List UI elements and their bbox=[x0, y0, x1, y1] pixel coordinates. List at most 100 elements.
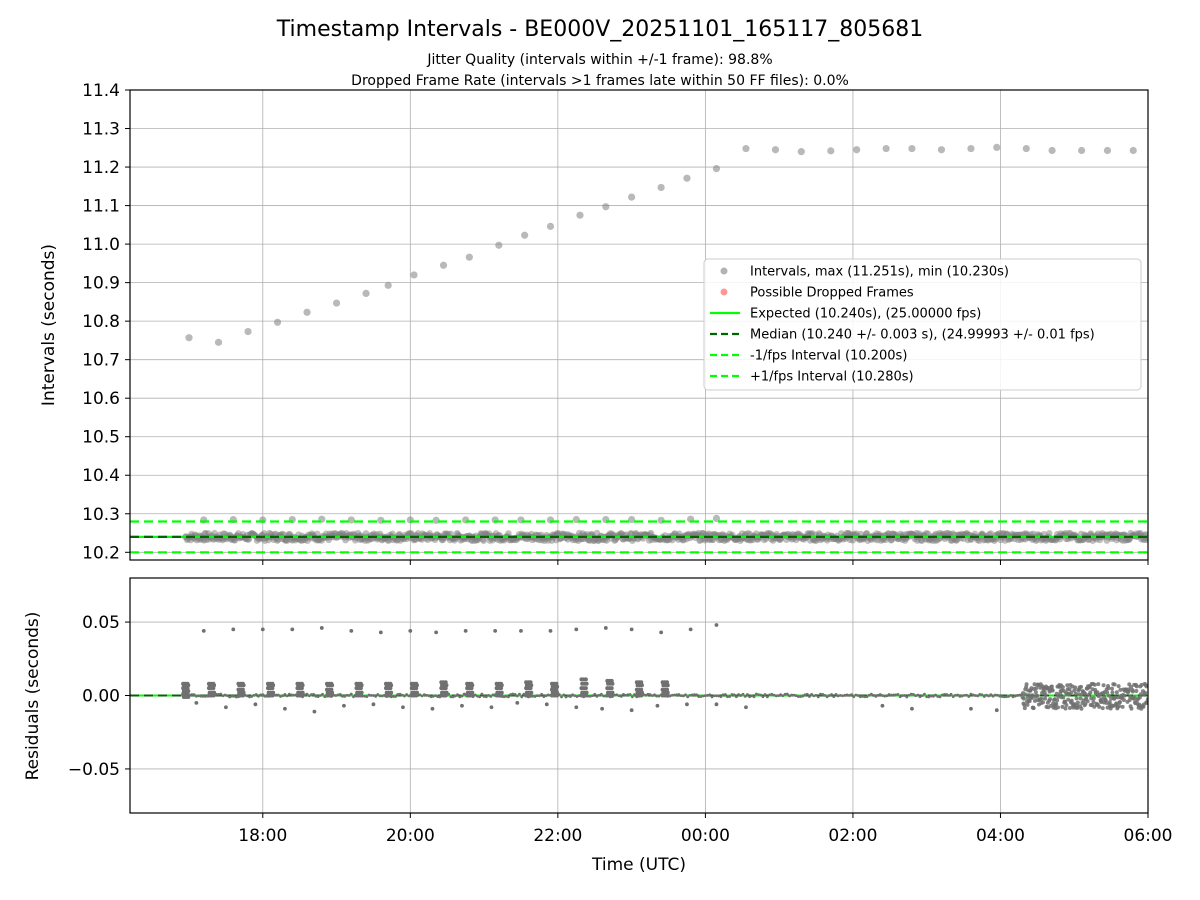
residual-point bbox=[201, 628, 206, 633]
residual-point bbox=[900, 694, 904, 697]
residual-point bbox=[940, 693, 944, 697]
residual-point bbox=[965, 693, 968, 697]
interval-point bbox=[882, 144, 890, 153]
residual-point bbox=[626, 693, 630, 697]
residual-point bbox=[690, 693, 694, 697]
residual-point bbox=[867, 693, 871, 697]
residual-point bbox=[956, 693, 960, 697]
residual-point bbox=[535, 694, 539, 698]
residual-point bbox=[307, 694, 311, 698]
residual-point bbox=[1106, 693, 1111, 698]
interval-point bbox=[1045, 529, 1053, 537]
residual-point bbox=[790, 693, 794, 697]
residual-point bbox=[453, 694, 457, 698]
residual-point bbox=[869, 692, 873, 696]
residual-point bbox=[799, 695, 802, 698]
interval-point bbox=[1048, 146, 1056, 155]
residual-point bbox=[1144, 684, 1148, 689]
residual-point bbox=[256, 694, 260, 698]
residual-point bbox=[574, 627, 579, 632]
residual-point bbox=[194, 700, 199, 705]
residual-point bbox=[903, 694, 906, 697]
interval-point bbox=[827, 147, 835, 155]
residual-point bbox=[746, 693, 749, 696]
residual-point bbox=[573, 694, 577, 698]
interval-point bbox=[602, 203, 610, 211]
y-tick-label: 11.1 bbox=[82, 197, 120, 217]
residual-point bbox=[1110, 690, 1115, 695]
residual-point bbox=[583, 686, 588, 691]
residual-point bbox=[376, 693, 380, 696]
residual-point bbox=[925, 695, 929, 699]
interval-point bbox=[797, 148, 805, 156]
interval-point bbox=[214, 338, 223, 346]
residual-point bbox=[750, 694, 754, 698]
residual-point bbox=[240, 693, 245, 698]
residual-point bbox=[334, 694, 338, 697]
residual-point bbox=[1009, 693, 1013, 697]
residual-point bbox=[1100, 706, 1105, 711]
residual-point bbox=[1122, 693, 1127, 698]
residual-point bbox=[759, 693, 763, 697]
interval-point bbox=[303, 308, 311, 316]
interval-point bbox=[432, 516, 440, 524]
residual-point bbox=[613, 693, 617, 697]
residual-point bbox=[850, 693, 853, 697]
residual-point bbox=[980, 693, 984, 697]
residual-point bbox=[1060, 685, 1065, 690]
residual-point bbox=[880, 703, 885, 708]
residual-point bbox=[659, 630, 664, 635]
residual-point bbox=[367, 693, 371, 697]
residual-point bbox=[830, 693, 833, 696]
interval-point bbox=[993, 143, 1001, 152]
residual-point bbox=[896, 693, 900, 696]
residual-point bbox=[881, 694, 884, 697]
y-tick-label: 0.00 bbox=[82, 687, 120, 707]
residual-point bbox=[363, 694, 366, 698]
residual-point bbox=[708, 693, 712, 697]
residual-point bbox=[757, 693, 760, 697]
residual-point bbox=[1114, 701, 1119, 706]
residual-point bbox=[805, 692, 809, 696]
residual-point bbox=[489, 705, 494, 710]
residual-point bbox=[371, 702, 376, 707]
residual-point bbox=[314, 694, 318, 698]
residual-point bbox=[670, 693, 674, 697]
residual-point bbox=[1129, 706, 1134, 711]
residual-point bbox=[847, 693, 851, 697]
residual-point bbox=[290, 693, 293, 697]
residual-point bbox=[1091, 696, 1096, 701]
residual-point bbox=[883, 694, 887, 698]
residual-point bbox=[1060, 704, 1065, 709]
residual-point bbox=[1069, 690, 1074, 695]
residual-point bbox=[936, 695, 940, 698]
residual-point bbox=[260, 627, 265, 632]
intervals-plot-area bbox=[130, 143, 1148, 554]
residual-point bbox=[706, 693, 710, 697]
residual-point bbox=[341, 694, 344, 698]
residual-point bbox=[1085, 699, 1090, 704]
residual-point bbox=[910, 706, 914, 711]
interval-point bbox=[712, 164, 721, 173]
residual-point bbox=[701, 694, 705, 698]
residual-point bbox=[203, 694, 207, 698]
residual-point bbox=[945, 693, 949, 696]
residual-point bbox=[345, 693, 349, 697]
residual-point bbox=[715, 694, 718, 698]
residual-point bbox=[194, 694, 198, 698]
x-tick-label: 18:00 bbox=[238, 826, 287, 846]
residual-point bbox=[533, 695, 537, 698]
residual-point bbox=[319, 626, 324, 630]
residual-point bbox=[391, 695, 395, 698]
residual-point bbox=[515, 700, 520, 705]
residual-point bbox=[688, 693, 692, 697]
residual-point bbox=[1067, 705, 1072, 710]
residual-point bbox=[429, 695, 433, 699]
residual-point bbox=[918, 695, 922, 699]
residual-point bbox=[730, 693, 734, 696]
residual-point bbox=[894, 693, 898, 697]
residual-point bbox=[710, 695, 714, 699]
residual-point bbox=[803, 693, 807, 697]
residual-point bbox=[1145, 701, 1148, 706]
residual-point bbox=[792, 693, 796, 697]
